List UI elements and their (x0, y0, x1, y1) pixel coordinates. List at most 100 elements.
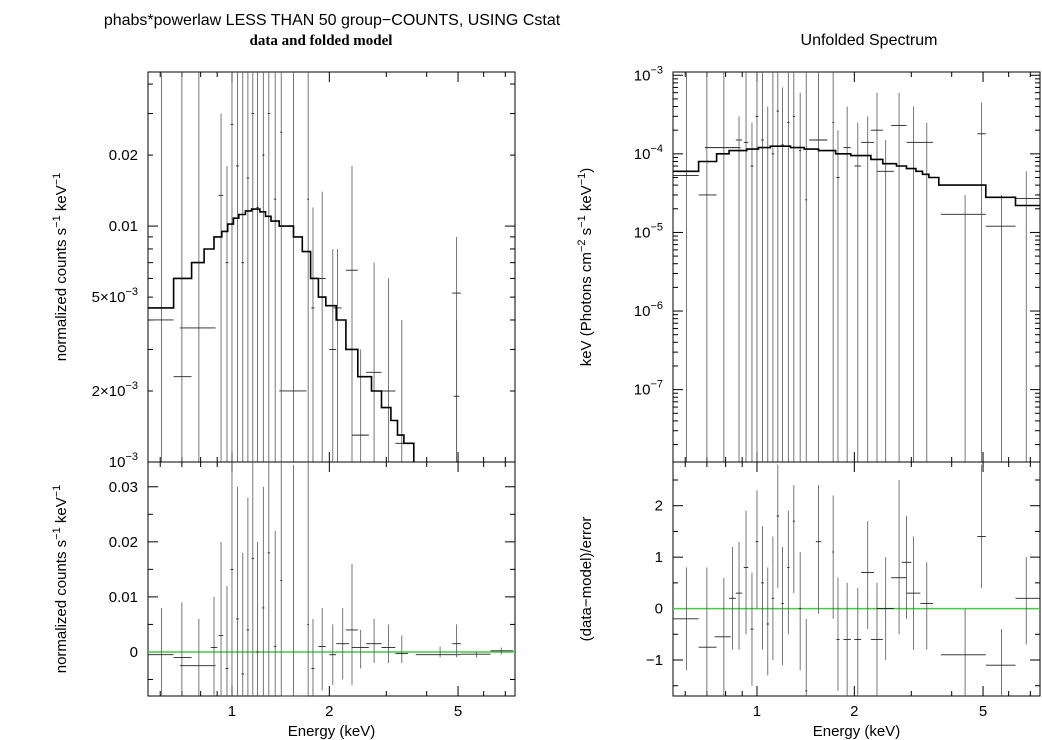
y-axis-label-part: keV (578, 185, 595, 215)
y-axis-label-part: −1 (51, 485, 63, 498)
y-tick-label-base: 10 (634, 67, 651, 84)
y-tick-label-exp: −3 (125, 286, 138, 298)
y-axis-label: keV (Photons cm−2 s−1 keV−1) (576, 168, 595, 367)
y-axis-label-part: keV (Photons cm (578, 252, 595, 366)
data-point (329, 248, 337, 462)
x-axis-label: Energy (keV) (288, 723, 376, 740)
data-point (977, 464, 986, 588)
data-point (854, 588, 862, 696)
data-point (743, 510, 749, 635)
data-point (218, 113, 224, 462)
data-point (673, 72, 699, 462)
model-step-line (148, 208, 415, 462)
data-point (453, 319, 460, 462)
data-point (345, 165, 358, 462)
data-point (179, 618, 216, 696)
y-tick-label: 0 (130, 644, 138, 661)
data-point (761, 526, 764, 650)
y-tick-label-exp: −4 (650, 143, 663, 155)
data-point (805, 618, 808, 696)
data-point (714, 577, 731, 696)
y-axis-label-part: ) (578, 168, 595, 173)
y-tick-label: 10−5 (634, 221, 663, 241)
y-tick-label-exp: −3 (650, 64, 663, 76)
data-point (876, 140, 894, 462)
data-point (279, 72, 307, 462)
data-point (173, 602, 192, 696)
y-axis-label-part: −1 (51, 173, 63, 186)
y-tick-label-base: 10 (634, 303, 651, 320)
plot-frame (147, 461, 516, 697)
y-tick-label: 1 (655, 549, 663, 566)
y-axis-label: normalized counts s−1 keV−1 (51, 173, 70, 362)
data-point (854, 122, 862, 462)
data-point (307, 72, 309, 462)
data-point (799, 92, 802, 462)
y-tick-label-exp: −3 (125, 451, 138, 463)
data-point (490, 647, 514, 655)
data-point (843, 582, 851, 696)
data-point (799, 552, 802, 671)
x-tick-label: 2 (850, 703, 858, 720)
y-tick-label-base: −1 (646, 652, 663, 669)
x-axis-label: Energy (keV) (813, 723, 901, 740)
data-point (787, 510, 790, 635)
data-point (236, 72, 239, 462)
data-point (920, 122, 933, 462)
left-main-title: phabs*powerlaw LESS THAN 50 group−COUNTS… (104, 12, 561, 29)
data-point (256, 72, 259, 462)
x-tick-label: 2 (325, 703, 333, 720)
model-step-line (673, 145, 1040, 207)
data-point (274, 72, 277, 462)
data-point (836, 577, 840, 691)
data-point (729, 546, 736, 650)
data-point (230, 462, 234, 696)
data-point (336, 607, 349, 680)
y-tick-label-base: 0.02 (109, 147, 138, 164)
x-tick-label: 5 (979, 703, 987, 720)
data-point (940, 608, 986, 696)
y-tick-label-base: 0.03 (109, 479, 138, 496)
data-point (815, 485, 822, 614)
data-point (225, 165, 229, 462)
data-point (698, 567, 717, 696)
data-point (274, 530, 277, 696)
data-point (225, 585, 229, 696)
data-point (761, 72, 764, 462)
y-axis-label-part: −1 (51, 215, 63, 228)
data-point (333, 248, 342, 462)
y-axis-label-part: normalized counts s (53, 228, 70, 361)
right-main-title: Unfolded Spectrum (801, 32, 938, 49)
data-point (230, 72, 234, 462)
data-point (262, 72, 265, 462)
data-point (351, 349, 369, 462)
data-point (251, 72, 255, 462)
data-point (311, 207, 315, 462)
y-axis-label: (data−model)/error (578, 517, 595, 642)
data-point (832, 495, 834, 619)
data-point (698, 72, 717, 462)
y-tick-label-exp: −5 (650, 221, 663, 233)
y-tick-label: 10−4 (634, 143, 663, 163)
data-point (148, 72, 174, 462)
data-point (267, 462, 270, 696)
data-point (1015, 557, 1040, 645)
data-point (173, 72, 192, 462)
data-point (906, 106, 921, 462)
data-point (870, 92, 883, 462)
plot-frame (672, 461, 1041, 697)
y-tick-label: 0.01 (109, 218, 138, 235)
x-tick-label: 5 (454, 703, 462, 720)
y-axis-label-part: keV (53, 497, 70, 527)
data-point (891, 480, 907, 635)
data-point (279, 464, 307, 697)
left-sub-title: data and folded model (250, 33, 393, 49)
y-axis-label-part: keV (53, 185, 70, 215)
data-point (735, 116, 743, 462)
data-point (781, 546, 784, 666)
x-tick-label: 1 (228, 703, 236, 720)
y-tick-label: 10−3 (109, 451, 138, 471)
